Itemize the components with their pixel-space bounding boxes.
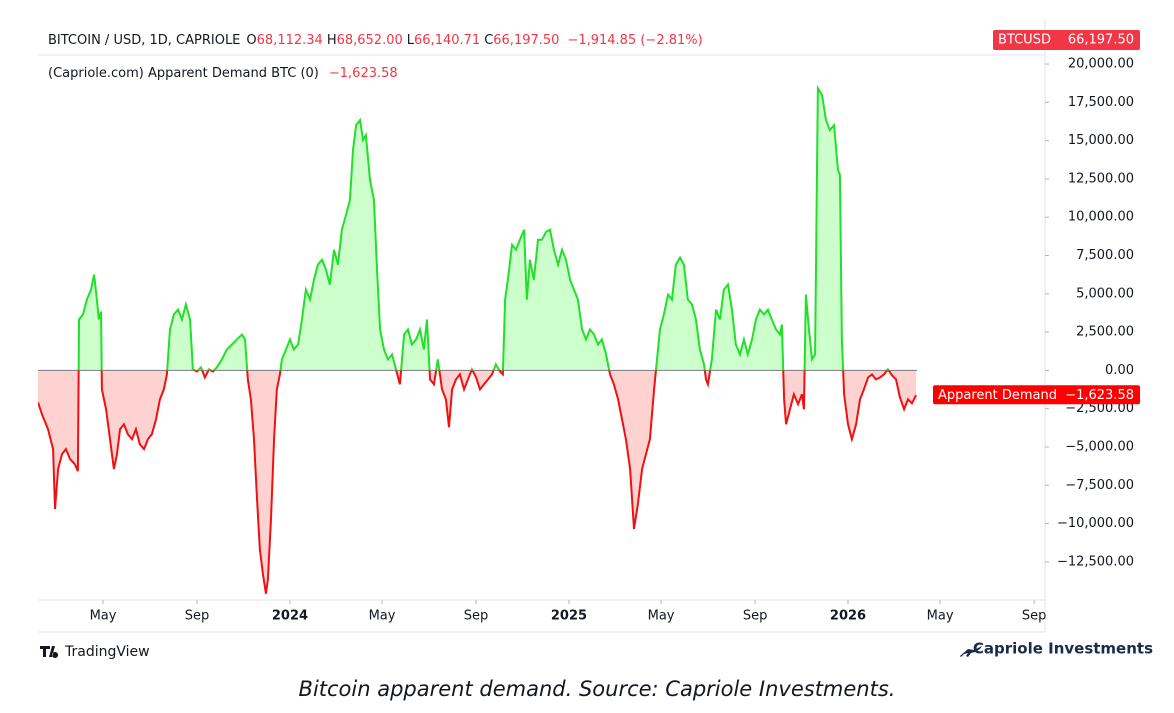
x-tick-label: Sep [185, 609, 210, 624]
x-tick-label: May [648, 609, 675, 624]
plot-area: 20,000.00 17,500.00 15,000.00 12,500.00 10,0… [38, 57, 1140, 624]
x-tick-label: 2024 [272, 609, 308, 624]
brand-right: Capriole Investments [973, 640, 1153, 658]
y-tick-label: 2,500.00 [1076, 325, 1134, 340]
y-tick-label: 17,500.00 [1068, 95, 1134, 110]
close-key: C [484, 33, 493, 48]
low: 66,140.71 [414, 33, 480, 48]
change: −1,914.85 (−2.81%) [567, 33, 702, 48]
y-tick-label: 7,500.00 [1076, 248, 1134, 263]
x-tick-label: Sep [1022, 609, 1047, 624]
area-positive [38, 88, 917, 371]
y-tick-label: 15,000.00 [1068, 133, 1134, 148]
indicator-legend: (Capriole.com) Apparent Demand BTC (0) −1… [48, 66, 398, 81]
x-tick-label: 2025 [551, 609, 587, 624]
y-tick-label: 12,500.00 [1068, 171, 1134, 186]
y-tick-label: −2,500.00 [1065, 401, 1134, 416]
y-tick-label: 10,000.00 [1068, 210, 1134, 225]
line-negative [38, 370, 917, 594]
header-line: BITCOIN / USD, 1D, CAPRIOLE O68,112.34 H68… [48, 33, 703, 48]
y-tick-label: −12,500.00 [1057, 554, 1134, 569]
x-tick-label: 2026 [830, 609, 866, 624]
y-tick-label: 5,000.00 [1076, 286, 1134, 301]
legend-value: −1,623.58 [329, 66, 398, 81]
x-tick-label: May [369, 609, 396, 624]
x-tick-label: Sep [464, 609, 489, 624]
y-tick-label: 0.00 [1105, 363, 1134, 378]
last-value-label: −1,623.58 [1065, 388, 1134, 403]
high: 68,652.00 [337, 33, 403, 48]
close: 66,197.50 [493, 33, 559, 48]
x-tick-label: May [90, 609, 117, 624]
last-value-badge [933, 385, 1140, 405]
y-tick-label: −5,000.00 [1065, 439, 1134, 454]
symbol: BITCOIN / USD, 1D, CAPRIOLE [48, 33, 240, 48]
capriole-logo [960, 646, 982, 657]
y-tick-label: −7,500.00 [1065, 478, 1134, 493]
badge-price: 66,197.50 [1068, 33, 1134, 48]
caption: Bitcoin apparent demand. Source: Capriol… [299, 677, 896, 701]
x-tick-label: Sep [743, 609, 768, 624]
legend-label: (Capriole.com) Apparent Demand BTC (0) [48, 66, 319, 81]
y-tick-label: 20,000.00 [1068, 57, 1134, 72]
line-positive [77, 84, 890, 371]
low-key: L [407, 33, 415, 48]
y-tick-label: −10,000.00 [1057, 516, 1134, 531]
tradingview-logo [40, 646, 59, 658]
open: 68,112.34 [257, 33, 323, 48]
area-negative [38, 370, 917, 594]
high-key: H [327, 33, 337, 48]
x-tick-label: May [927, 609, 954, 624]
open-key: O [246, 33, 256, 48]
last-value-name: Apparent Demand [938, 388, 1057, 403]
badge-symbol: BTCUSD [998, 33, 1051, 48]
brand-left: TradingView [64, 644, 150, 660]
price-badge [993, 30, 1140, 50]
